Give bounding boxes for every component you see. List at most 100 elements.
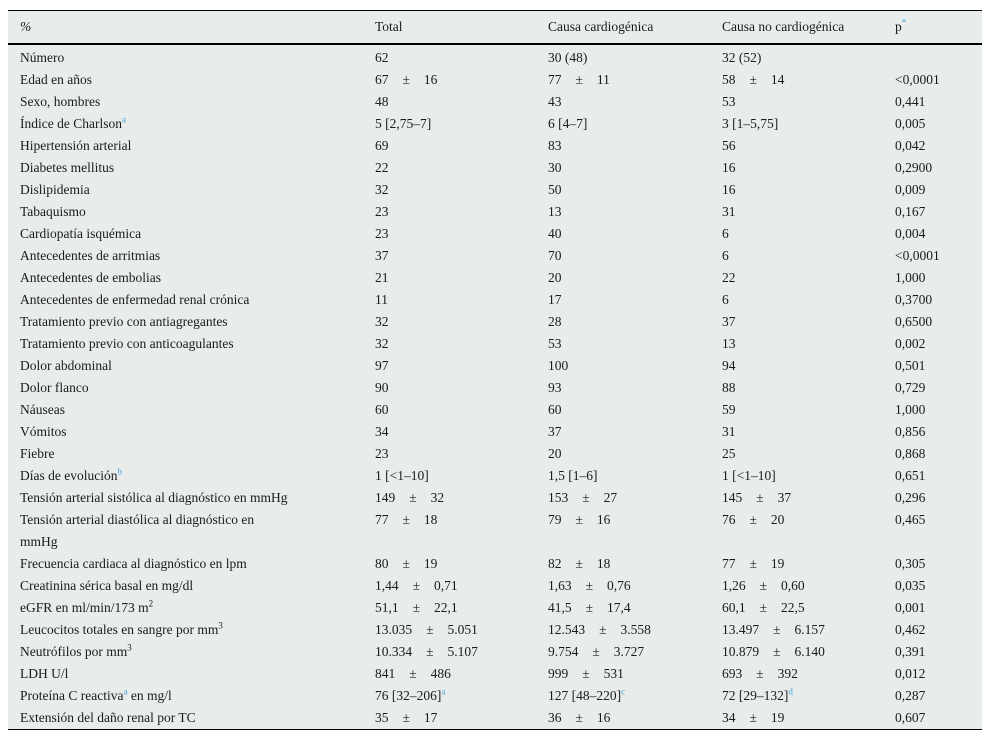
cell-cardiogenic: 36 ±16 [548, 707, 722, 730]
table-row: Antecedentes de embolias 21 20 22 1,000 [8, 267, 982, 289]
plus-minus-symbol: ± [749, 512, 757, 527]
cell-noncardiogenic: 72 [29–132]d [722, 686, 793, 703]
cell-noncardiogenic: 31 [722, 204, 736, 219]
cell-total: 23 [375, 204, 389, 219]
footnote-marker: c [621, 686, 626, 697]
plus-minus-symbol: ± [402, 556, 410, 571]
cell-cardiogenic: 17 [548, 292, 562, 307]
cell-p: 0,3700 [895, 292, 933, 307]
row-label: Tensión arterial sistólica al diagnóstic… [20, 490, 288, 505]
cell-noncardiogenic: 34 ±19 [722, 707, 895, 730]
row-label: Náuseas [20, 402, 65, 417]
table-row: Neutrófilos por mm3 10.334 ±5.107 9.754 ±3.7… [8, 641, 982, 663]
plus-minus-symbol: ± [575, 512, 583, 527]
table-row: Tensión arterial diastólica al diagnósti… [8, 509, 982, 553]
table-row: Días de evoluciónb 1 [<1–10] 1,5 [1–6] 1 [<… [8, 465, 982, 487]
cell-cardiogenic: 1,63 ±0,76 [548, 575, 722, 597]
cell-p: <0,0001 [895, 248, 940, 263]
row-label: Tensión arterial diastólica al diagnósti… [20, 512, 255, 549]
table-row: LDH U/l 841 ±486 999 ±531 693 ±392 0,012 [8, 663, 982, 685]
cell-p: 0,002 [895, 336, 926, 351]
cell-total: 32 [375, 314, 389, 329]
row-label: Número [20, 50, 65, 65]
cell-total: 97 [375, 358, 389, 373]
cell-noncardiogenic: 145 ±37 [722, 487, 895, 509]
row-label: Tratamiento previo con antiagregantes [20, 314, 228, 329]
cell-total: 34 [375, 424, 389, 439]
cell-cardiogenic: 60 [548, 402, 562, 417]
table-row: Diabetes mellitus 22 30 16 0,2900 [8, 157, 982, 179]
table-row: Índice de Charlsona 5 [2,75–7] 6 [4–7] 3 [1… [8, 113, 982, 135]
table-row: Dislipidemia 32 50 16 0,009 [8, 179, 982, 201]
plus-minus-symbol: ± [412, 578, 421, 593]
cell-total: 51,1 ±22,1 [375, 597, 548, 619]
cell-p: 0,868 [895, 446, 926, 461]
table-row: Creatinina sérica basal en mg/dl 1,44 ±0,7… [8, 575, 982, 597]
cell-p: 1,000 [895, 402, 926, 417]
row-label: Antecedentes de embolias [20, 270, 161, 285]
row-label: Índice de Charlsona [20, 114, 126, 131]
cell-p: 0,441 [895, 94, 926, 109]
table-row: Dolor abdominal 97 100 94 0,501 [8, 355, 982, 377]
plus-minus-symbol: ± [773, 622, 781, 637]
header-row: % Total Causa cardiogénica Causa no card… [8, 10, 982, 45]
table-row: Hipertensión arterial 69 83 56 0,042 [8, 135, 982, 157]
plus-minus-symbol: ± [402, 512, 410, 527]
col-header-noncardiogenic: Causa no cardiogénica [722, 10, 895, 45]
table-row: Vómitos 34 37 31 0,856 [8, 421, 982, 443]
cell-total: 35 ±17 [375, 707, 548, 730]
cell-total: 22 [375, 160, 389, 175]
cell-cardiogenic: 127 [48–220]c [548, 686, 626, 703]
table-row: Extensión del daño renal por TC 35 ±17 36 ±1… [8, 707, 982, 730]
cell-noncardiogenic: 6 [722, 248, 729, 263]
table-row: Tabaquismo 23 13 31 0,167 [8, 201, 982, 223]
plus-minus-symbol: ± [756, 490, 764, 505]
cell-cardiogenic: 82 ±18 [548, 553, 722, 575]
cell-noncardiogenic: 88 [722, 380, 736, 395]
plus-minus-symbol: ± [409, 490, 417, 505]
cell-cardiogenic: 83 [548, 138, 562, 153]
cell-noncardiogenic: 60,1 ±22,5 [722, 597, 895, 619]
cell-noncardiogenic: 58 ±14 [722, 69, 895, 91]
cell-cardiogenic: 153 ±27 [548, 487, 722, 509]
exponent: 3 [127, 642, 132, 653]
plus-minus-symbol: ± [575, 556, 583, 571]
cell-p: 0,607 [895, 710, 926, 725]
cell-cardiogenic: 1,5 [1–6] [548, 468, 598, 483]
plus-minus-symbol: ± [759, 600, 768, 615]
cell-noncardiogenic: 10.879 ±6.140 [722, 641, 895, 663]
cell-cardiogenic: 20 [548, 446, 562, 461]
cell-cardiogenic: 77 ±11 [548, 69, 722, 91]
cell-total: 11 [375, 292, 388, 307]
cell-total: 67 ±16 [375, 69, 548, 91]
cell-cardiogenic: 53 [548, 336, 562, 351]
plus-minus-symbol: ± [599, 622, 607, 637]
cell-cardiogenic: 20 [548, 270, 562, 285]
col-header-p: p* [895, 10, 982, 45]
plus-minus-symbol: ± [402, 710, 410, 725]
table-body: Número 62 30 (48) 32 (52) Edad en años 67 ±16 7… [8, 44, 982, 730]
row-label: LDH U/l [20, 666, 69, 681]
cell-p: 0,729 [895, 380, 926, 395]
table-row: Proteína C reactivaa en mg/l 76 [32–206]a… [8, 685, 982, 707]
row-label: Dolor abdominal [20, 358, 112, 373]
plus-minus-symbol: ± [402, 72, 410, 87]
cell-noncardiogenic: 6 [722, 226, 729, 241]
table-header: % Total Causa cardiogénica Causa no card… [8, 10, 982, 45]
row-label: Hipertensión arterial [20, 138, 132, 153]
cell-noncardiogenic: 1 [<1–10] [722, 468, 776, 483]
footnote-marker: b [117, 466, 122, 477]
cell-p: 1,000 [895, 270, 926, 285]
cell-noncardiogenic: 59 [722, 402, 736, 417]
row-label: Extensión del daño renal por TC [20, 710, 196, 725]
cell-p: 0,391 [895, 644, 926, 659]
row-label: Días de evoluciónb [20, 466, 122, 483]
col-header-cardiogenic: Causa cardiogénica [548, 10, 722, 45]
cell-noncardiogenic: 1,26 ±0,60 [722, 575, 895, 597]
row-label: Antecedentes de arritmias [20, 248, 161, 263]
cell-total: 149 ±32 [375, 487, 548, 509]
cell-noncardiogenic: 16 [722, 160, 736, 175]
cell-cardiogenic: 30 [548, 160, 562, 175]
cell-p: 0,462 [895, 622, 926, 637]
cell-cardiogenic: 30 (48) [548, 50, 588, 65]
